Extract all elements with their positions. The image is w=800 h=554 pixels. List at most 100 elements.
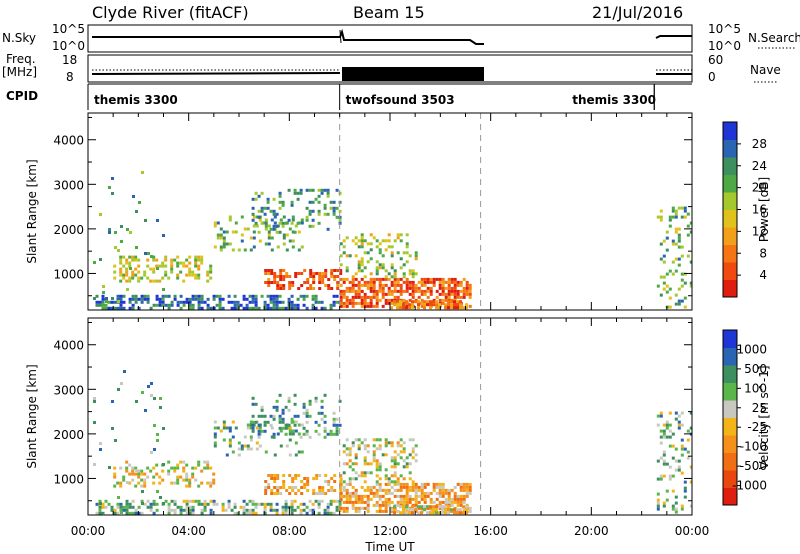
echo-cell [323, 414, 327, 418]
echo-cell [269, 306, 273, 310]
echo-cell [363, 474, 367, 478]
echo-cell [264, 489, 268, 492]
echo-cell [185, 499, 189, 503]
echo-cell [456, 295, 460, 299]
echo-cell [345, 497, 349, 501]
echo-cell [429, 289, 433, 293]
echo-cell [243, 435, 247, 439]
echo-cell [216, 426, 220, 430]
echo-cell [384, 497, 388, 501]
echo-cell [116, 481, 120, 485]
echo-cell [396, 303, 399, 307]
echo-cell [399, 300, 402, 304]
echo-cell [332, 300, 336, 304]
echo-cell [270, 435, 274, 439]
echo-cell [107, 306, 111, 310]
echo-cell [257, 414, 261, 418]
echo-cell [95, 502, 99, 506]
echo-cell [155, 502, 159, 506]
colorbar-swatch [723, 262, 737, 280]
echo-cell [278, 294, 282, 298]
echo-cell [284, 221, 288, 225]
echo-cell [375, 239, 379, 243]
echo-cell [393, 505, 396, 509]
echo-cell [161, 297, 165, 301]
echo-cell [426, 300, 429, 304]
echo-cell [312, 278, 316, 281]
echo-cell [351, 485, 355, 489]
echo-cell [420, 491, 424, 495]
echo-cell [267, 281, 271, 284]
echo-cell [117, 300, 120, 303]
echo-cell [290, 221, 294, 225]
colorbar-swatch [723, 365, 737, 383]
echo-cell [671, 444, 675, 448]
echo-cell [414, 444, 418, 448]
echo-cell [182, 460, 186, 464]
echo-cell [230, 300, 234, 304]
echo-cell [257, 432, 261, 436]
echo-cell [281, 411, 285, 415]
echo-cell [113, 300, 117, 304]
echo-cell [360, 500, 364, 504]
colorbar-swatch [723, 417, 737, 436]
echo-cell [348, 286, 352, 290]
echo-cell [444, 491, 448, 495]
echo-cell [209, 481, 213, 485]
echo-cell [179, 300, 183, 304]
echo-cell [354, 494, 358, 498]
echo-cell [402, 459, 406, 463]
echo-cell [384, 509, 388, 513]
echo-cell [671, 260, 675, 264]
echo-cell [381, 295, 385, 299]
echo-cell [156, 219, 159, 222]
echo-cell [231, 420, 235, 424]
echo-cell [119, 273, 123, 277]
echo-cell [332, 411, 336, 415]
echo-cell [221, 508, 225, 512]
echo-cell [150, 255, 153, 258]
echo-cell [453, 306, 456, 310]
echo-cell [155, 463, 159, 467]
echo-cell [279, 486, 283, 489]
echo-cell [668, 474, 672, 478]
echo-cell [450, 488, 454, 492]
echo-cell [420, 497, 424, 501]
echo-cell [381, 304, 385, 308]
echo-cell [393, 471, 397, 475]
echo-cell [296, 505, 300, 509]
echo-cell [293, 191, 297, 195]
echo-cell [206, 481, 210, 485]
echo-cell [429, 511, 432, 515]
echo-cell [332, 206, 336, 210]
echo-cell [119, 481, 123, 485]
colorbar-swatch [723, 452, 737, 471]
echo-cell [182, 469, 186, 473]
echo-cell [143, 472, 147, 476]
echo-cell [248, 300, 252, 304]
echo-cell [348, 491, 352, 495]
echo-cell [375, 465, 379, 469]
echo-cell [152, 481, 156, 485]
echo-cell [137, 505, 141, 509]
echo-cell [677, 302, 681, 306]
echo-cell [342, 277, 346, 281]
echo-cell [251, 206, 255, 210]
echo-cell [128, 255, 132, 259]
echo-cell [260, 206, 264, 210]
echo-cell [188, 270, 192, 274]
echo-cell [393, 450, 397, 454]
echo-cell [264, 218, 268, 222]
echo-cell [390, 301, 394, 305]
echo-cell [231, 435, 235, 439]
echo-cell [326, 212, 330, 216]
echo-cell [459, 300, 462, 304]
echo-cell [276, 432, 280, 436]
echo-cell [677, 206, 681, 210]
echo-cell [264, 272, 268, 275]
echo-cell [119, 270, 123, 274]
echo-cell [279, 287, 283, 290]
echo-cell [348, 500, 352, 504]
echo-cell [297, 489, 301, 492]
echo-cell [257, 502, 261, 506]
